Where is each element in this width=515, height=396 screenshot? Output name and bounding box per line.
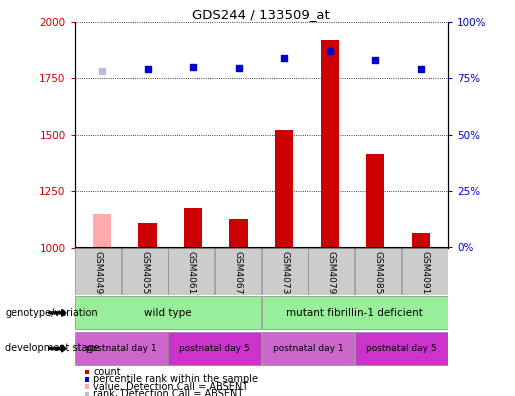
Text: postnatal day 1: postnatal day 1 bbox=[273, 344, 344, 353]
Bar bbox=[139, 223, 157, 248]
Bar bbox=[262, 297, 448, 329]
Bar bbox=[320, 40, 339, 248]
Text: GSM4049: GSM4049 bbox=[94, 251, 102, 295]
Text: rank, Detection Call = ABSENT: rank, Detection Call = ABSENT bbox=[93, 389, 244, 396]
Text: mutant fibrillin-1 deficient: mutant fibrillin-1 deficient bbox=[286, 308, 423, 318]
Bar bbox=[262, 332, 354, 365]
Bar bbox=[168, 332, 261, 365]
Text: genotype/variation: genotype/variation bbox=[5, 308, 98, 318]
Text: GSM4091: GSM4091 bbox=[420, 251, 429, 295]
Bar bbox=[230, 219, 248, 248]
Title: GDS244 / 133509_at: GDS244 / 133509_at bbox=[193, 8, 330, 21]
Bar bbox=[75, 297, 261, 329]
Text: postnatal day 1: postnatal day 1 bbox=[86, 344, 157, 353]
Point bbox=[417, 66, 425, 72]
Text: GSM4055: GSM4055 bbox=[140, 251, 149, 295]
Bar bbox=[402, 248, 448, 295]
Text: GSM4067: GSM4067 bbox=[233, 251, 243, 295]
Bar bbox=[366, 154, 384, 248]
Bar bbox=[355, 332, 448, 365]
Bar bbox=[93, 213, 111, 248]
Point bbox=[371, 57, 380, 63]
Bar bbox=[215, 248, 261, 295]
Bar bbox=[262, 248, 307, 295]
Point bbox=[189, 64, 197, 70]
Bar bbox=[411, 233, 430, 248]
Point bbox=[280, 55, 288, 61]
Text: percentile rank within the sample: percentile rank within the sample bbox=[93, 374, 259, 385]
Text: GSM4079: GSM4079 bbox=[327, 251, 336, 295]
Text: GSM4061: GSM4061 bbox=[187, 251, 196, 295]
Bar bbox=[308, 248, 354, 295]
Text: postnatal day 5: postnatal day 5 bbox=[179, 344, 250, 353]
Text: GSM4073: GSM4073 bbox=[280, 251, 289, 295]
Bar bbox=[355, 248, 401, 295]
Text: wild type: wild type bbox=[144, 308, 192, 318]
Point bbox=[234, 65, 243, 71]
Bar bbox=[168, 248, 214, 295]
Point bbox=[143, 66, 151, 72]
Bar bbox=[75, 248, 121, 295]
Text: value, Detection Call = ABSENT: value, Detection Call = ABSENT bbox=[93, 382, 249, 392]
Bar bbox=[75, 332, 167, 365]
Bar bbox=[275, 130, 293, 248]
Text: count: count bbox=[93, 367, 121, 377]
Point bbox=[325, 48, 334, 54]
Text: postnatal day 5: postnatal day 5 bbox=[366, 344, 437, 353]
Bar bbox=[184, 208, 202, 248]
Text: development stage: development stage bbox=[5, 343, 100, 354]
Point bbox=[98, 68, 106, 74]
Text: GSM4085: GSM4085 bbox=[373, 251, 383, 295]
Bar bbox=[122, 248, 167, 295]
